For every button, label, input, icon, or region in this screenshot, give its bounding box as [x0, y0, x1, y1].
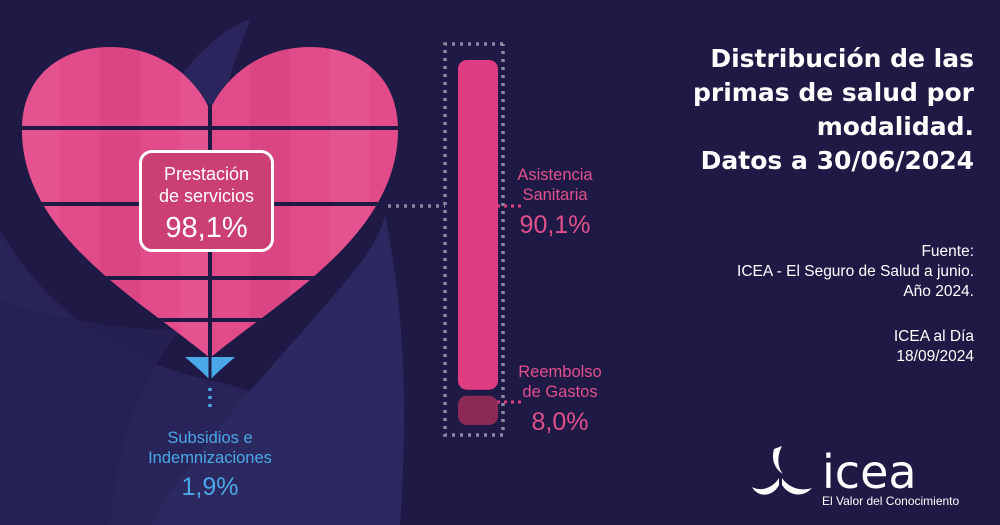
- subsidios-label: Indemnizaciones: [148, 449, 272, 467]
- reembolso-label: de Gastos: [522, 383, 598, 401]
- subsidios-value: 1,9%: [181, 473, 239, 501]
- title-line: modalidad.: [816, 112, 974, 141]
- source-line: Fuente:: [921, 243, 974, 260]
- subsidios-label: Subsidios e: [167, 429, 253, 447]
- background-swoosh: [0, 300, 180, 525]
- asistencia-label-block: Asistencia Sanitaria 90,1%: [490, 165, 620, 240]
- prestacion-label-box: Prestación de servicios 98,1%: [139, 150, 274, 252]
- icea-logo-icon: [752, 446, 812, 495]
- credit-line: 18/09/2024: [896, 348, 974, 365]
- subsidios-label-block: Subsidios e Indemnizaciones 1,9%: [130, 428, 290, 502]
- brand-name: icea: [822, 445, 917, 499]
- reembolso-label: Reembolso: [518, 363, 602, 381]
- prestacion-label: de servicios: [158, 186, 255, 206]
- prestacion-label: Prestación: [163, 164, 250, 184]
- source-line: Año 2024.: [903, 283, 974, 300]
- prestacion-value: 98,1%: [165, 212, 248, 244]
- publication-credit: ICEA al Día 18/09/2024: [554, 327, 974, 367]
- background-swoosh: [150, 215, 405, 525]
- reembolso-value: 8,0%: [531, 408, 589, 436]
- reembolso-gastos-bar: [458, 395, 498, 425]
- source-note: Fuente: ICEA - El Seguro de Salud a juni…: [554, 242, 974, 302]
- breakdown-bar: [458, 60, 498, 425]
- source-line: ICEA - El Seguro de Salud a junio.: [737, 263, 974, 280]
- asistencia-label: Asistencia: [517, 166, 593, 184]
- asistencia-label: Sanitaria: [522, 186, 588, 204]
- credit-line: ICEA al Día: [893, 328, 974, 345]
- title-line: Datos a 30/06/2024: [700, 146, 974, 175]
- asistencia-sanitaria-bar: [458, 60, 498, 390]
- bar-bracket: [443, 42, 505, 437]
- title-line: Distribución de las: [710, 44, 974, 73]
- reembolso-label-block: Reembolso de Gastos 8,0%: [500, 362, 620, 437]
- brand-tagline: El Valor del Conocimiento: [822, 494, 960, 508]
- asistencia-value: 90,1%: [519, 211, 591, 239]
- title-line: primas de salud por: [693, 78, 974, 107]
- chart-title: Distribución de las primas de salud por …: [554, 42, 974, 178]
